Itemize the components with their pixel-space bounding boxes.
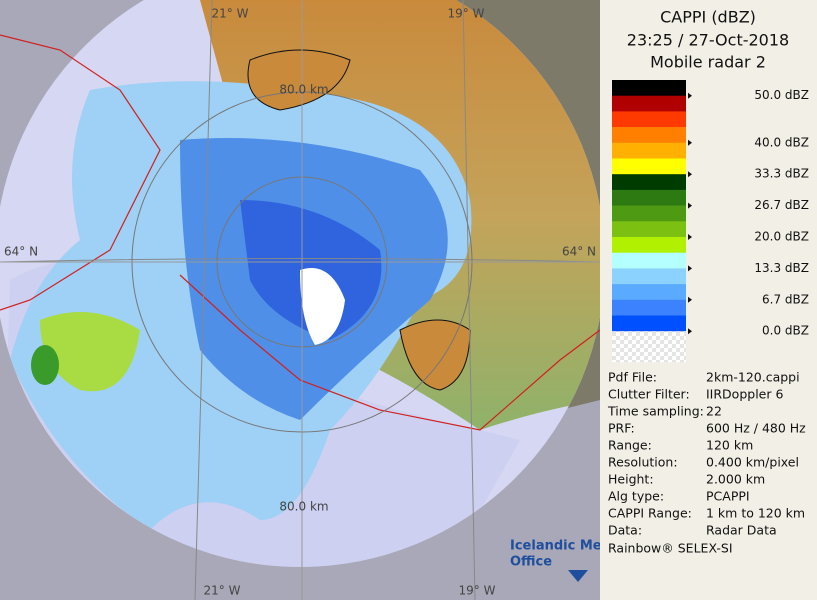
scale-tick: [688, 139, 692, 146]
scale-label: 6.7 dBZ: [762, 292, 809, 306]
scale-label: 0.0 dBZ: [762, 324, 809, 338]
info-label: Time sampling:: [607, 404, 704, 419]
scale-swatch: [612, 111, 686, 128]
info-label: Height:: [608, 472, 654, 487]
scale-label: 20.0 dBZ: [754, 230, 809, 244]
info-value: 2.000 km: [706, 472, 765, 487]
logo-text: Office: [510, 555, 552, 570]
scale-tick: [688, 265, 692, 272]
scale-swatch: [612, 95, 686, 112]
scale-swatch: [612, 268, 686, 285]
echo-clear: [300, 268, 345, 345]
scale-swatch: [612, 237, 686, 253]
logo-mark: [568, 570, 588, 582]
scale-label: 50.0 dBZ: [754, 88, 809, 102]
scale-label: 33.3 dBZ: [754, 167, 809, 181]
logo-text: Icelandic Met: [510, 539, 608, 554]
range-label: 80.0 km: [279, 500, 328, 514]
scale-swatch: [612, 252, 686, 269]
parallel: [0, 258, 601, 263]
info-label: CAPPI Range:: [608, 506, 692, 521]
info-value: PCAPPI: [706, 489, 750, 504]
info-value: 120 km: [706, 438, 753, 453]
coastline: [0, 34, 161, 311]
scale-swatch: [612, 315, 686, 332]
info-value: 600 Hz / 480 Hz: [706, 421, 806, 436]
legend-time: 23:25 / 27-Oct-2018: [627, 31, 789, 50]
graticule: [0, 0, 601, 600]
scale-swatch: [612, 174, 686, 191]
info-label: Resolution:: [608, 455, 678, 470]
scale-swatch: [612, 205, 686, 222]
echo-dark-green: [31, 345, 59, 385]
scale-tick: [688, 234, 692, 240]
scale-swatch: [612, 142, 686, 159]
lon-label: 19° W: [448, 7, 485, 21]
info-label: Range:: [608, 438, 652, 453]
meridian: [462, 0, 476, 600]
info-label: PRF:: [608, 421, 635, 436]
scale-tick: [688, 171, 692, 178]
footer: Rainbow® SELEX-SI: [608, 541, 733, 556]
scale-tick: [688, 92, 692, 99]
coverage-content: [0, 0, 600, 567]
scale-swatch: [612, 127, 686, 144]
info-value: 2km-120.cappi: [706, 370, 800, 385]
lat-label: 64° N: [4, 245, 38, 259]
legend-radar: Mobile radar 2: [650, 53, 766, 72]
scale-swatch: [612, 299, 686, 316]
info-label: Pdf File:: [608, 370, 657, 385]
echo-green: [40, 312, 140, 392]
meridian: [194, 0, 213, 600]
lon-label: 21° W: [204, 584, 241, 598]
range-label: 80.0 km: [279, 83, 328, 97]
scale-swatch: [612, 284, 686, 301]
info-value: 0.400 km/pixel: [706, 455, 799, 470]
scale-tick: [688, 202, 692, 209]
island: [399, 319, 471, 391]
info-value: Radar Data: [706, 523, 777, 538]
color-scale: 50.0 dBZ 40.0 dBZ 33.3 dBZ 26.7 dBZ 20.0 dBZ…: [612, 80, 809, 363]
scale-label: 13.3 dBZ: [754, 261, 809, 275]
info-label: Clutter Filter:: [608, 387, 690, 402]
scale-swatch: [612, 80, 686, 96]
lon-label: 19° W: [459, 584, 496, 598]
lon-label: 21° W: [212, 7, 249, 21]
lat-label: 64° N: [562, 245, 596, 259]
info-value: 1 km to 120 km: [706, 506, 805, 521]
info-value: IIRDoppler 6: [706, 387, 783, 402]
info-table: Pdf File: 2km-120.cappi Clutter Filter: IIR…: [607, 370, 806, 538]
scale-tick: [688, 328, 692, 335]
scale-swatch: [612, 221, 686, 238]
land-outline: [247, 49, 351, 111]
coastline: [179, 274, 601, 431]
info-value: 22: [706, 404, 722, 419]
scale-swatch: [612, 189, 686, 206]
legend-title: CAPPI (dBZ): [660, 8, 756, 27]
scale-swatch: [612, 331, 686, 363]
scale-label: 26.7 dBZ: [754, 198, 809, 212]
info-label: Alg type:: [608, 489, 664, 504]
scale-label: 40.0 dBZ: [754, 135, 809, 149]
info-label: Data:: [608, 523, 642, 538]
scale-swatch: [612, 158, 686, 175]
scale-tick: [688, 296, 692, 303]
